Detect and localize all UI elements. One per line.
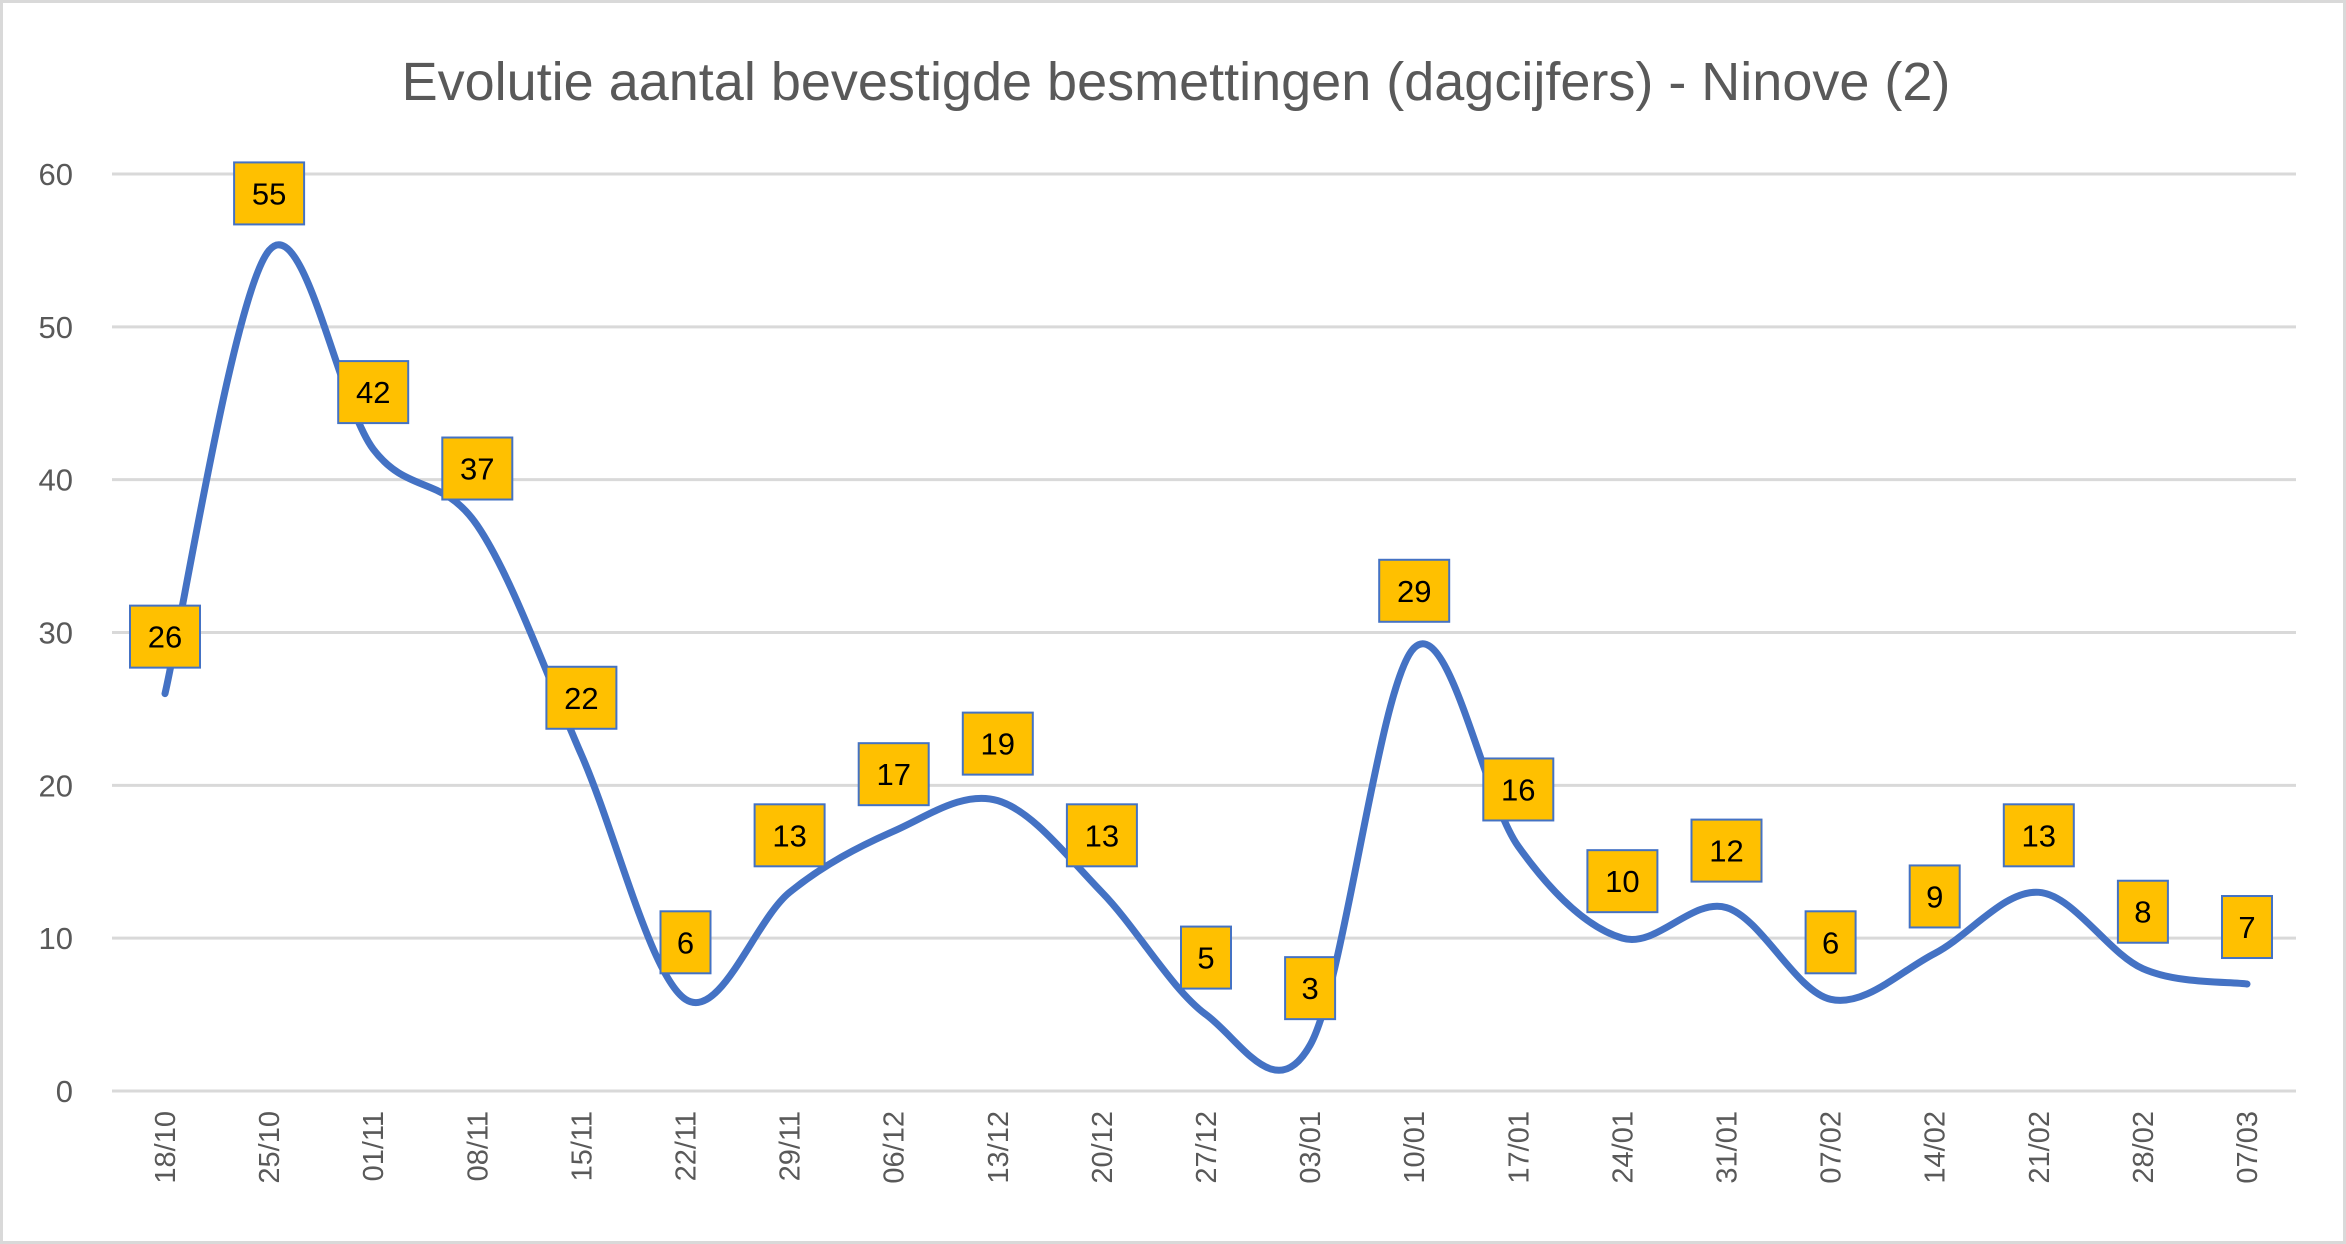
x-tick-label: 24/01 <box>1607 1111 1639 1184</box>
data-label: 42 <box>337 360 410 425</box>
x-tick-label: 31/01 <box>1712 1111 1744 1184</box>
data-label: 6 <box>1804 910 1857 975</box>
data-label-text: 29 <box>1397 574 1431 609</box>
x-tick-label: 20/12 <box>1087 1111 1119 1184</box>
data-label-text: 10 <box>1605 864 1639 899</box>
data-label-box <box>1284 956 1337 1021</box>
x-tick-label: 07/03 <box>2232 1111 2264 1184</box>
x-tick-label: 08/11 <box>462 1111 494 1181</box>
data-label-text: 12 <box>1709 834 1743 869</box>
data-label-text: 17 <box>876 757 910 792</box>
x-tick-label: 10/01 <box>1399 1111 1431 1184</box>
data-label-box <box>1908 864 1961 929</box>
x-tick-label: 01/11 <box>358 1111 390 1181</box>
y-tick-label: 50 <box>39 310 73 345</box>
data-label-text: 9 <box>1926 879 1943 914</box>
data-label-box <box>1065 803 1138 868</box>
x-axis: 18/10 25/10 01/11 08/11 15/11 22/11 29/11 06/12… <box>150 1111 2264 1184</box>
data-label: 19 <box>961 711 1034 776</box>
data-label-box <box>2002 803 2075 868</box>
data-label: 13 <box>753 803 826 868</box>
data-label: 7 <box>2221 895 2273 960</box>
y-axis: 0 10 20 30 40 50 60 <box>39 157 73 1109</box>
x-tick-label: 18/10 <box>150 1111 182 1184</box>
data-label-text: 6 <box>677 925 694 960</box>
data-label-text: 16 <box>1501 772 1535 807</box>
x-tick-label: 14/02 <box>1920 1111 1952 1184</box>
data-label: 8 <box>2116 879 2169 944</box>
x-tick-label: 03/01 <box>1295 1111 1327 1184</box>
data-label-box <box>1586 849 1659 914</box>
data-label: 26 <box>129 604 201 669</box>
data-label-text: 5 <box>1197 941 1214 976</box>
data-label: 6 <box>659 910 712 975</box>
data-label: 29 <box>1378 558 1451 623</box>
y-tick-label: 30 <box>39 616 73 651</box>
data-label: 22 <box>545 665 618 730</box>
y-tick-label: 0 <box>56 1074 73 1109</box>
data-label: 12 <box>1690 818 1763 883</box>
data-label-box <box>233 161 306 226</box>
data-label-box <box>961 711 1034 776</box>
data-label: 37 <box>441 436 514 501</box>
data-labels: 26 55 42 37 22 6 13 17 19 13 5 3 29 16 10 12 6 9 13 8 7 <box>129 161 2273 1021</box>
data-label-text: 19 <box>981 727 1015 762</box>
x-tick-label: 25/10 <box>254 1111 286 1184</box>
data-label-box <box>337 360 410 425</box>
data-label: 13 <box>1065 803 1138 868</box>
x-tick-label: 06/12 <box>879 1111 911 1184</box>
line-chart: Evolutie aantal bevestigde besmettingen … <box>39 52 2296 1184</box>
data-label-text: 13 <box>2022 818 2056 853</box>
data-label-box <box>545 665 618 730</box>
y-tick-label: 60 <box>39 157 73 192</box>
data-label-text: 22 <box>564 681 598 716</box>
x-tick-label: 17/01 <box>1503 1111 1535 1184</box>
data-label-text: 6 <box>1822 925 1839 960</box>
y-tick-label: 20 <box>39 768 73 803</box>
data-label-text: 13 <box>1085 818 1119 853</box>
data-label-box <box>1378 558 1451 623</box>
data-label: 3 <box>1284 956 1337 1021</box>
data-label: 9 <box>1908 864 1961 929</box>
data-label: 10 <box>1586 849 1659 914</box>
data-label-text: 55 <box>252 176 286 211</box>
x-tick-label: 28/02 <box>2128 1111 2160 1184</box>
x-tick-label: 22/11 <box>671 1111 703 1181</box>
data-label-text: 7 <box>2238 910 2255 945</box>
data-label: 17 <box>857 742 930 807</box>
data-label: 55 <box>233 161 306 226</box>
data-label-text: 8 <box>2134 895 2151 930</box>
data-label-text: 42 <box>356 375 390 410</box>
data-label: 5 <box>1180 925 1232 990</box>
chart-title: Evolutie aantal bevestigde besmettingen … <box>402 52 1951 112</box>
data-label-box <box>659 910 712 975</box>
x-tick-label: 15/11 <box>566 1111 598 1181</box>
data-label: 16 <box>1482 757 1555 822</box>
data-label-box <box>129 604 201 669</box>
data-label-text: 3 <box>1301 971 1318 1006</box>
data-label-box <box>2116 879 2169 944</box>
data-label-box <box>1482 757 1555 822</box>
data-label-box <box>857 742 930 807</box>
x-tick-label: 21/02 <box>2024 1111 2056 1184</box>
data-label-text: 37 <box>460 452 494 487</box>
y-tick-label: 10 <box>39 921 73 956</box>
x-tick-label: 29/11 <box>775 1111 807 1181</box>
x-tick-label: 27/12 <box>1191 1111 1223 1184</box>
data-label-text: 26 <box>148 620 182 655</box>
x-tick-label: 07/02 <box>1816 1111 1848 1184</box>
data-label-box <box>1804 910 1857 975</box>
x-tick-label: 13/12 <box>983 1111 1015 1184</box>
y-tick-label: 40 <box>39 463 73 498</box>
data-label-box <box>2221 895 2273 960</box>
data-label-box <box>753 803 826 868</box>
data-label-box <box>1690 818 1763 883</box>
data-label-box <box>1180 925 1232 990</box>
data-label-box <box>441 436 514 501</box>
data-label-text: 13 <box>772 818 806 853</box>
data-label: 13 <box>2002 803 2075 868</box>
